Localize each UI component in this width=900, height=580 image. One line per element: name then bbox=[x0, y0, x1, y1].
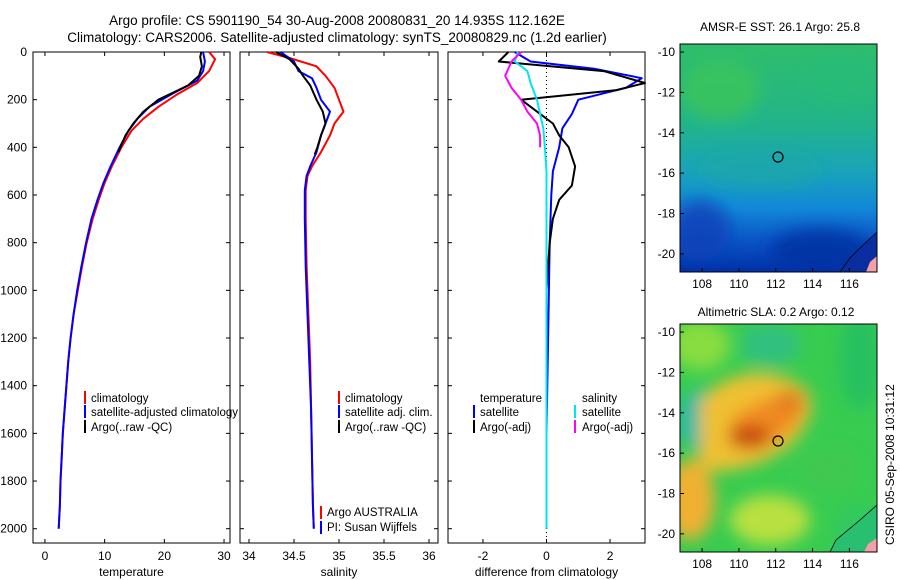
salinity-xtick-label: 35 bbox=[332, 549, 346, 563]
map-xtick-label: 110 bbox=[729, 557, 748, 571]
legend-label-satellite-adjusted: satellite-adjusted climatology bbox=[91, 407, 238, 419]
salinity-series-climatology bbox=[266, 51, 345, 529]
map-ytick-label: -12 bbox=[658, 365, 676, 379]
map-xtick-label: 116 bbox=[840, 557, 859, 571]
map-xtick-label: 114 bbox=[803, 557, 822, 571]
legend-label-argo: Argo(..raw -QC) bbox=[91, 422, 172, 434]
figure-title-line1: Argo profile: CS 5901190_54 30-Aug-2008 … bbox=[109, 13, 565, 28]
sst-map-frame bbox=[679, 43, 878, 273]
sla-map-image bbox=[680, 324, 877, 552]
sla-map-frame bbox=[679, 323, 878, 553]
depth-tick-label: 800 bbox=[7, 236, 27, 250]
salinity-legend: climatology satellite adj. clim. Argo(..… bbox=[320, 391, 433, 534]
sla-map-axes: 108 110 112 114 116 -10 -12 -14 -16 -18 -20 bbox=[658, 325, 860, 571]
temperature-series-argo-raw-qc- bbox=[117, 51, 203, 153]
difference-xtick-label: -2 bbox=[478, 549, 489, 563]
legend-label-climatology: climatology bbox=[345, 393, 403, 405]
sst-map-image bbox=[680, 44, 877, 272]
map-xtick-label: 108 bbox=[692, 277, 712, 291]
depth-tick-label: 2000 bbox=[0, 522, 27, 536]
sst-map-title: AMSR-E SST: 26.1 Argo: 25.8 bbox=[700, 20, 860, 34]
map-xtick-label: 108 bbox=[692, 557, 712, 571]
difference-series-temperature-argo-adj- bbox=[497, 51, 646, 529]
difference-xlabel: difference from climatology bbox=[475, 565, 618, 579]
map-xtick-label: 112 bbox=[766, 277, 785, 291]
salinity-xtick-label: 34 bbox=[242, 549, 256, 563]
side-stamp: CSIRO 05-Sep-2008 10:31:12 bbox=[883, 384, 897, 545]
legend-header-salinity: salinity bbox=[582, 393, 617, 405]
figure-title-line2: Climatology: CARS2006. Satellite-adjuste… bbox=[67, 30, 607, 45]
temperature-series-climatology bbox=[57, 51, 217, 529]
temperature-xtick-label: 20 bbox=[158, 549, 172, 563]
depth-tick-label: 1800 bbox=[0, 474, 27, 488]
depth-tick-label: 1400 bbox=[0, 379, 27, 393]
salinity-xlabel: salinity bbox=[321, 565, 358, 579]
difference-xtick-label: 0 bbox=[543, 549, 550, 563]
legend-label-satellite-adj: satellite adj. clim. bbox=[345, 407, 433, 419]
map-ytick-label: -10 bbox=[658, 325, 676, 339]
sla-map-title: Altimetric SLA: 0.2 Argo: 0.12 bbox=[698, 305, 855, 319]
legend-label-sal-argo: Argo(-adj) bbox=[582, 422, 633, 434]
map-xtick-label: 110 bbox=[729, 277, 748, 291]
salinity-xtick-label: 35.5 bbox=[372, 549, 396, 563]
salinity-xtick-label: 34.5 bbox=[282, 549, 306, 563]
temperature-xtick-label: 10 bbox=[98, 549, 112, 563]
legend-header-temperature: temperature bbox=[480, 393, 542, 405]
map-xtick-label: 116 bbox=[840, 277, 859, 291]
temperature-series-satellite-adjusted-climatology bbox=[57, 51, 206, 529]
difference-series-salinity-satellite bbox=[513, 51, 548, 529]
temperature-legend: climatology satellite-adjusted climatolo… bbox=[84, 391, 238, 434]
salinity-panel: 34 34.5 35 35.5 36 salinity bbox=[239, 51, 439, 579]
map-ytick-label: -18 bbox=[658, 486, 676, 500]
salinity-xtick-label: 36 bbox=[422, 549, 436, 563]
depth-tick-label: 1200 bbox=[0, 331, 27, 345]
map-ytick-label: -18 bbox=[658, 206, 676, 220]
legend-label-argo: Argo(..raw -QC) bbox=[345, 422, 426, 434]
temperature-xlabel: temperature bbox=[99, 565, 164, 579]
depth-tick-label: 400 bbox=[7, 140, 27, 154]
depth-tick-label: 1600 bbox=[0, 426, 27, 440]
map-ytick-label: -12 bbox=[658, 85, 676, 99]
sst-map-axes: 108 110 112 114 116 -10 -12 -14 -16 -18 -20 bbox=[658, 45, 860, 291]
sla-argo-location-marker bbox=[772, 435, 784, 447]
temperature-panel: 0 10 20 30 0 200 400 600 800 1000 1200 1400 1600 1800… bbox=[0, 45, 231, 579]
map-ytick-label: -16 bbox=[658, 446, 676, 460]
legend-label-sal-satellite: satellite bbox=[582, 407, 621, 419]
temperature-axes-frame bbox=[32, 51, 231, 544]
legend-label-temp-satellite: satellite bbox=[480, 407, 519, 419]
map-ytick-label: -20 bbox=[658, 247, 676, 261]
difference-legend: temperature salinity satellite Argo(-adj… bbox=[473, 393, 633, 434]
legend-label-climatology: climatology bbox=[91, 393, 149, 405]
salinity-series-argo-raw-qc- bbox=[275, 51, 327, 155]
salinity-series-satellite-adj-clim- bbox=[279, 51, 331, 529]
salinity-axes-frame bbox=[239, 51, 439, 544]
depth-tick-label: 200 bbox=[7, 93, 27, 107]
map-ytick-label: -20 bbox=[658, 527, 676, 541]
map-xtick-label: 114 bbox=[803, 277, 822, 291]
map-ytick-label: -16 bbox=[658, 166, 676, 180]
legend-label-temp-argo: Argo(-adj) bbox=[480, 422, 531, 434]
map-ytick-label: -14 bbox=[658, 126, 676, 140]
annotation-argo-australia: Argo AUSTRALIA bbox=[327, 507, 418, 519]
map-ytick-label: -10 bbox=[658, 45, 676, 59]
difference-series-salinity-argo-adj- bbox=[504, 51, 542, 148]
depth-tick-label: 1000 bbox=[0, 283, 27, 297]
difference-series-temperature-satellite bbox=[514, 51, 643, 529]
depth-tick-label: 600 bbox=[7, 188, 27, 202]
annotation-pi: PI: Susan Wijffels bbox=[327, 522, 417, 534]
difference-panel: -2 0 2 difference from climatology bbox=[447, 51, 646, 579]
depth-tick-label: 0 bbox=[20, 45, 27, 59]
difference-xtick-label: 2 bbox=[607, 549, 614, 563]
map-xtick-label: 112 bbox=[766, 557, 785, 571]
sst-argo-location-marker bbox=[772, 151, 784, 163]
temperature-xtick-label: 30 bbox=[217, 549, 231, 563]
temperature-xtick-label: 0 bbox=[42, 549, 49, 563]
map-ytick-label: -14 bbox=[658, 406, 676, 420]
